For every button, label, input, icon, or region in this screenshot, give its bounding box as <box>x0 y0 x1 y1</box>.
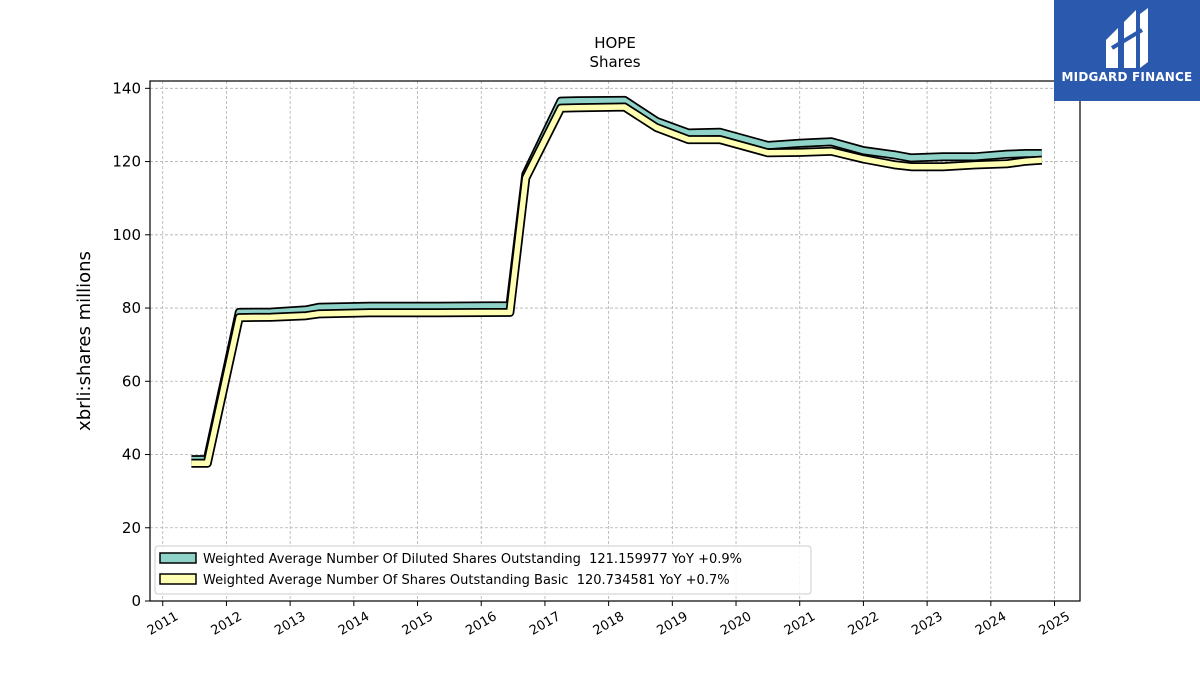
x-tick-label: 2019 <box>654 609 690 639</box>
chart-title: HOPE <box>594 34 636 52</box>
brand-logo: MIDGARD FINANCE <box>1054 0 1200 101</box>
y-tick-label: 60 <box>122 372 141 390</box>
y-tick-label: 140 <box>112 79 141 97</box>
y-tick-label: 120 <box>112 153 141 171</box>
legend-label-2: Weighted Average Number Of Shares Outsta… <box>203 573 730 588</box>
y-tick-label: 40 <box>122 446 141 464</box>
x-tick-label: 2020 <box>718 609 754 639</box>
x-tick-label: 2023 <box>909 609 945 639</box>
x-tick-label: 2021 <box>782 609 818 639</box>
series-layer <box>191 95 1043 468</box>
x-tick-label: 2018 <box>591 609 627 639</box>
x-tick-label: 2012 <box>209 609 245 639</box>
x-tick-label: 2014 <box>336 609 372 639</box>
brand-logo-icon <box>1106 8 1148 68</box>
legend-swatch-1 <box>159 552 197 564</box>
y-tick-label: 20 <box>122 519 141 537</box>
legend-box <box>154 545 812 595</box>
x-tick-label: 2022 <box>846 609 882 639</box>
x-tick-label: 2017 <box>527 609 563 639</box>
x-tick-label: 2015 <box>400 609 436 639</box>
series-2-line <box>191 104 1042 467</box>
chart-subtitle: Shares <box>589 53 640 71</box>
y-tick-label: 0 <box>131 592 141 610</box>
legend: Weighted Average Number Of Diluted Share… <box>154 545 812 595</box>
legend-label-1: Weighted Average Number Of Diluted Share… <box>203 552 742 567</box>
y-tick-label: 80 <box>122 299 141 317</box>
legend-swatch-2 <box>159 573 197 585</box>
y-tick-label: 100 <box>112 226 141 244</box>
series-1-outline <box>191 95 1042 465</box>
series-1-line <box>191 97 1042 463</box>
y-axis-label: xbrli:shares millions <box>74 251 95 431</box>
brand-logo-text: MIDGARD FINANCE <box>1061 70 1193 84</box>
x-tick-label: 2024 <box>973 609 1009 639</box>
x-tick-label: 2016 <box>463 609 499 639</box>
x-tick-label: 2011 <box>145 609 181 639</box>
x-tick-label: 2013 <box>272 609 308 639</box>
x-tick-label: 2025 <box>1037 609 1073 639</box>
plot-frame <box>149 80 1081 602</box>
